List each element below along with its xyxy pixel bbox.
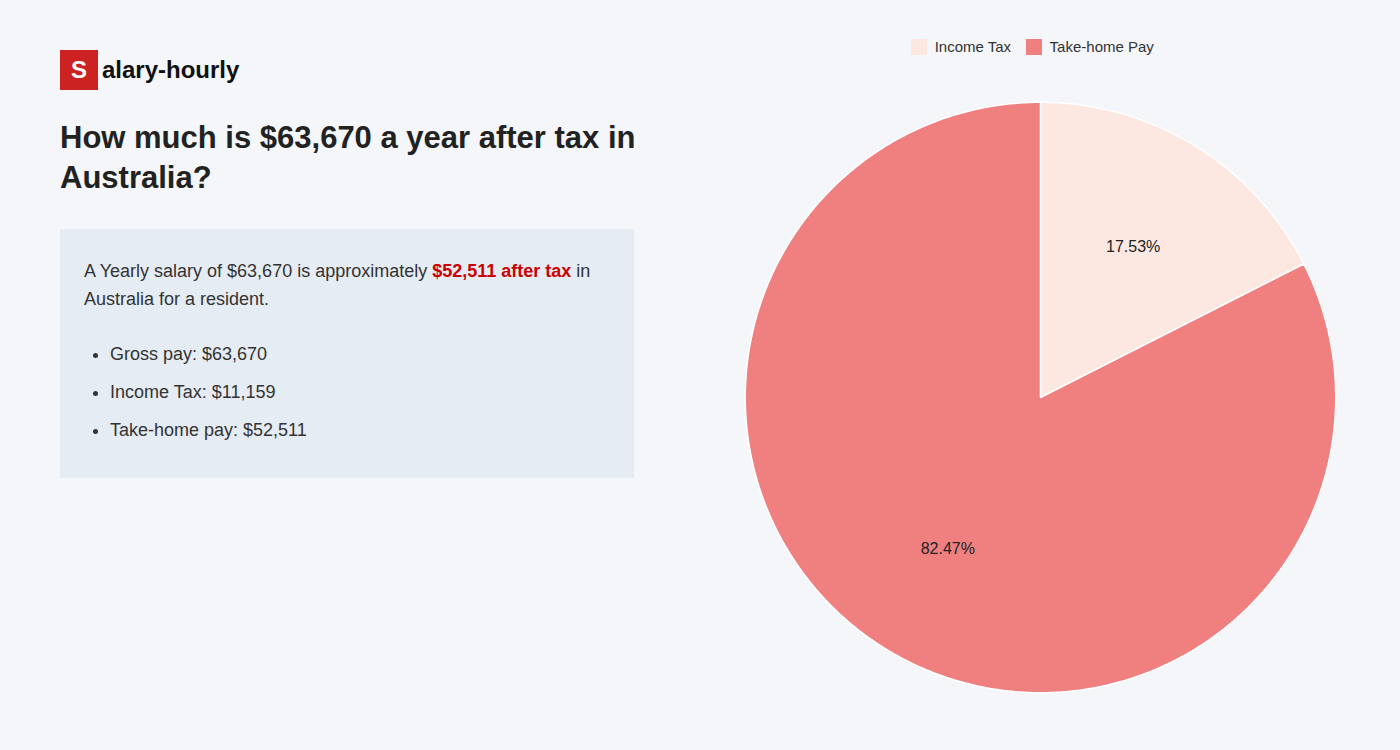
- html-text:A Yearly salary of $63,670 is: A Yearly salary of $63,670 is approximat…: [84, 260, 591, 281]
- html-text:Gross pay: $63,670: Gross pay: $63,670: [110, 344, 268, 365]
- html-text:Income Tax: $11,159: Income Tax: $11,159: [110, 382, 276, 402]
- html-text:How much is $63,670 a year aft: How much is $63,670 a year after tax in: [60, 120, 636, 155]
- html-text:S: S: [71, 56, 87, 83]
- html-text:alary-hourly: alary-hourly: [102, 56, 240, 83]
- html-text:Income Tax: Income Tax: [934, 38, 1012, 55]
- html-text:Take-home pay: $52,511: Take-home pay: $52,511: [110, 419, 307, 440]
- svg-text:17.53%: 17.53%: [1106, 237, 1160, 254]
- svg-text:82.47%: 82.47%: [921, 539, 975, 556]
- html-text:Australia for a resident.: Australia for a resident.: [84, 289, 270, 310]
- html-text:Take-home Pay: Take-home Pay: [1049, 38, 1154, 55]
- html-text:Australia?: Australia?: [60, 160, 212, 196]
